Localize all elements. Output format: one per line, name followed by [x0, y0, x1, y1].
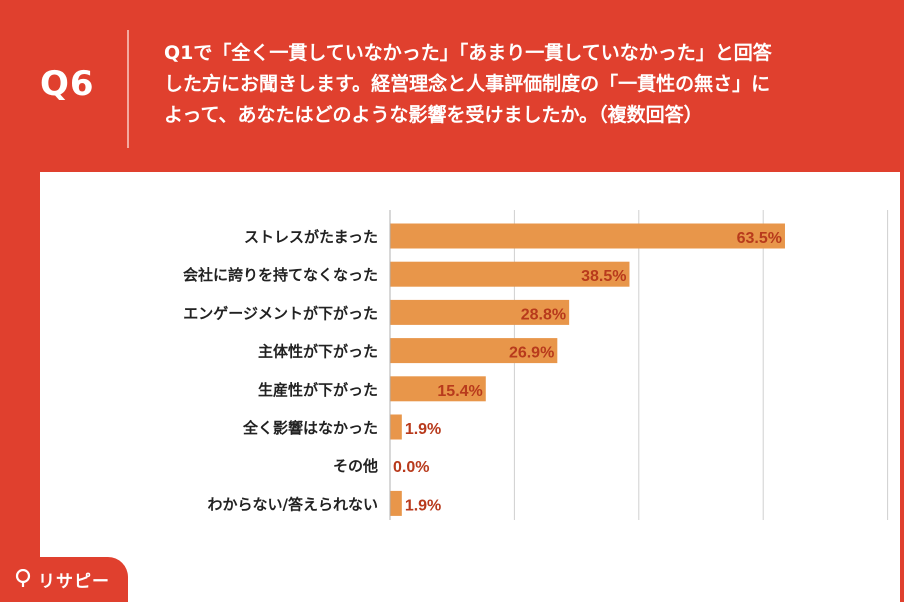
value-label: 15.4%: [437, 383, 482, 400]
brand-logo-text: リサピー: [38, 572, 110, 592]
category-label: その他: [333, 457, 378, 475]
category-label: わからない/答えられない: [208, 495, 378, 513]
pin-icon: [15, 569, 31, 587]
category-label: ストレスがたまった: [244, 228, 378, 246]
value-label: 0.0%: [393, 459, 429, 476]
question-line: した方にお聞きします。経営理念と人事評価制度の「一貫性の無さ」に: [164, 73, 771, 95]
question-text: Q1で「全く一貫していなかった」「あまり一貫していなかった」と回答 した方にお聞…: [164, 38, 876, 131]
bar: [390, 376, 486, 402]
value-label: 26.9%: [509, 345, 554, 362]
bar: [390, 490, 402, 516]
bar: [390, 223, 785, 249]
category-label: エンゲージメントが下がった: [183, 304, 378, 322]
value-label: 38.5%: [581, 268, 626, 285]
bar: [390, 338, 558, 364]
category-label: 主体性が下がった: [258, 343, 378, 361]
brand-logo: リサピー: [0, 557, 128, 602]
value-label: 28.8%: [521, 306, 566, 323]
bar: [390, 414, 402, 440]
value-label: 1.9%: [405, 497, 441, 514]
header-divider: [127, 30, 129, 148]
bar: [390, 261, 630, 287]
question-line: よって、あなたはどのような影響を受けましたか。（複数回答）: [164, 104, 703, 126]
value-label: 1.9%: [405, 421, 441, 438]
bar: [390, 299, 570, 325]
category-label: 会社に誇りを持てなくなった: [183, 266, 378, 284]
bar-chart: ストレスがたまった 63.5% 会社に誇りを持てなくなった 38.5% エンゲージメント…: [183, 210, 889, 520]
question-line: Q1で「全く一貫していなかった」「あまり一貫していなかった」と回答: [164, 42, 772, 64]
chart-panel: ストレスがたまった 63.5% 会社に誇りを持てなくなった 38.5% エンゲージメント…: [40, 172, 900, 602]
category-label: 全く影響はなかった: [242, 419, 378, 437]
value-label: 63.5%: [737, 230, 782, 247]
question-number: Q6: [40, 64, 95, 104]
category-label: 生産性が下がった: [258, 381, 378, 399]
